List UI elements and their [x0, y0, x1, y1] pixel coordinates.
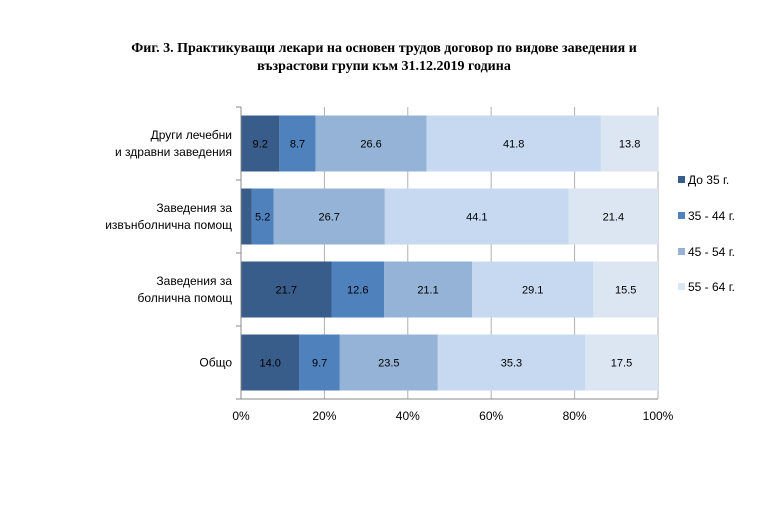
bar-segment — [273, 188, 385, 245]
bar-segment — [384, 261, 473, 318]
legend-label: До 35 г. — [688, 173, 729, 187]
category-label: извънболнична помощ — [105, 218, 232, 232]
data-label: 13.8 — [619, 139, 640, 151]
x-tick-label: 20% — [312, 409, 336, 423]
bar-segment — [241, 334, 300, 391]
data-label: 29.1 — [522, 285, 543, 297]
bar-segment — [568, 188, 658, 245]
bar-segment — [251, 188, 274, 245]
data-label: 8.7 — [290, 139, 305, 151]
data-label: 21.1 — [417, 285, 438, 297]
data-label: 9.7 — [312, 358, 327, 370]
legend-label: 55 - 64 г. — [688, 280, 735, 294]
category-label: Други лечебни — [151, 128, 232, 142]
legend-label: 45 - 54 г. — [688, 245, 735, 259]
data-label: 5.2 — [255, 212, 270, 224]
bar-segment — [600, 115, 659, 172]
category-label: Заведения за — [156, 201, 232, 215]
bar-segment — [315, 115, 427, 172]
bar-segment — [241, 188, 252, 245]
bar-segment — [279, 115, 316, 172]
legend-swatch — [678, 283, 685, 290]
category-label: Заведения за — [156, 274, 232, 288]
bar-segment — [593, 261, 658, 318]
chart-title-line1: Фиг. 3. Практикуващи лекари на основен т… — [131, 41, 637, 56]
legend-label: 35 - 44 г. — [688, 209, 735, 223]
legend-swatch — [678, 176, 685, 183]
data-label: 23.5 — [378, 358, 399, 370]
x-tick-label: 80% — [563, 409, 587, 423]
x-tick-label: 40% — [396, 409, 420, 423]
chart-title-line2: възрастови групи към 31.12.2019 година — [257, 59, 511, 74]
data-label: 26.6 — [360, 139, 381, 151]
bar-segment — [585, 334, 658, 391]
category-label: и здравни заведения — [115, 145, 232, 159]
x-tick-label: 100% — [643, 409, 674, 423]
data-label: 44.1 — [466, 212, 487, 224]
data-label: 9.2 — [253, 139, 268, 151]
category-label: болнична помощ — [138, 291, 233, 305]
legend-swatch — [678, 212, 685, 219]
category-label: Общо — [199, 356, 232, 370]
chart-title: Фиг. 3. Практикуващи лекари на основен т… — [0, 40, 768, 76]
data-label: 14.0 — [259, 358, 280, 370]
bar-segment — [331, 261, 385, 318]
data-label: 21.7 — [276, 285, 297, 297]
bar-segment — [426, 115, 601, 172]
bar-segment — [241, 115, 280, 172]
bar-segment — [384, 188, 569, 245]
data-label: 12.6 — [347, 285, 368, 297]
bar-segment — [241, 261, 332, 318]
data-label: 26.7 — [318, 212, 339, 224]
bar-segment — [339, 334, 438, 391]
x-tick-label: 0% — [232, 409, 250, 423]
bar-segment — [437, 334, 586, 391]
legend-swatch — [678, 248, 685, 255]
data-label: 15.5 — [615, 285, 636, 297]
bar-segment — [472, 261, 594, 318]
data-label: 35.3 — [501, 358, 522, 370]
bar-segment — [299, 334, 340, 391]
data-label: 41.8 — [503, 139, 524, 151]
data-label: 17.5 — [611, 358, 632, 370]
x-tick-label: 60% — [479, 409, 503, 423]
data-label: 21.4 — [603, 212, 624, 224]
